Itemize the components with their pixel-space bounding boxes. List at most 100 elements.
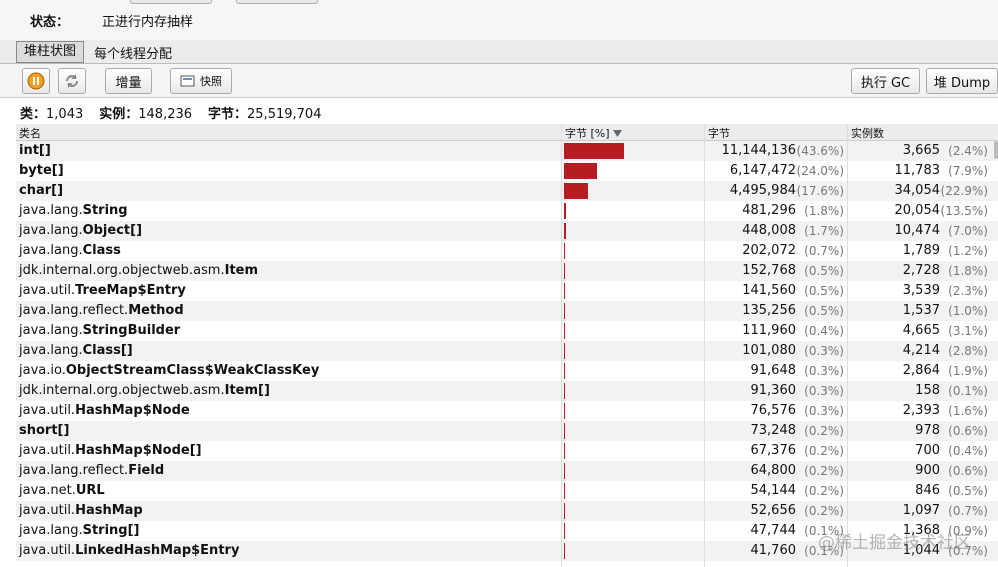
package-name: java.lang. [19,243,83,258]
table-row[interactable]: java.lang.Class 202,072 (0.7%) 1,789 (1.2%) [16,241,998,261]
instances: 700 [915,443,940,458]
package-name: jdk.internal.org.objectweb.asm. [19,263,225,278]
table-row[interactable]: java.lang.String[] 47,744 (0.1%) 1,368 (0.9%… [16,521,998,541]
bytes-percent: (0.3%) [804,364,844,378]
class-name: java.util.LinkedHashMap$Entry [19,541,239,561]
table-row[interactable]: java.lang.String 481,296 (1.8%) 20,054 (13.5… [16,201,998,221]
bytes: 101,080 [742,343,796,358]
table-row[interactable]: short[] 73,248 (0.2%) 978 (0.6%) [16,421,998,441]
class-name: byte[] [19,161,64,181]
bytes-percent: (0.1%) [804,544,844,558]
bytes: 54,144 [750,483,797,498]
column-header[interactable]: 字节 [%] [565,125,623,141]
bytes: 73,248 [750,423,797,438]
stat-label: 类： [20,107,47,122]
column-divider [561,124,562,567]
bytes-bar [564,303,565,319]
table-row[interactable]: char[] 4,495,984 (17.6%) 34,054 (22.9%) [16,181,998,201]
snapshot-button[interactable]: 快照 [170,68,232,94]
instances: 1,368 [902,523,940,538]
table-row[interactable]: byte[] 6,147,472 (24.0%) 11,783 (7.9%) [16,161,998,181]
bytes-percent: (0.7%) [804,244,844,258]
class-simple-name: Object[] [82,223,143,238]
table-row[interactable]: jdk.internal.org.objectweb.asm.Item[] 91,… [16,381,998,401]
table-row[interactable]: java.lang.Object[] 448,008 (1.7%) 10,474 (7.… [16,221,998,241]
bytes-bar [564,143,625,159]
table-row[interactable]: int[] 11,144,136 (43.6%) 3,665 (2.4%) [16,141,998,161]
table-row[interactable]: java.util.HashMap$Node[] 67,376 (0.2%) 700 (… [16,441,998,461]
refresh-icon [66,74,78,88]
tab[interactable]: 堆柱状图 [16,41,84,63]
column-header[interactable]: 字节 [708,127,730,140]
instances: 34,054 [894,183,941,198]
table-row[interactable]: java.lang.reflect.Method 135,256 (0.5%) 1,5… [16,301,998,321]
class-name: java.lang.Class[] [19,341,133,361]
class-name: java.util.HashMap [19,501,143,521]
instances: 2,728 [902,263,940,278]
instances-percent: (0.5%) [948,484,988,498]
class-name: java.util.TreeMap$Entry [19,281,186,301]
class-simple-name: short[] [19,423,70,438]
column-header[interactable]: 实例数 [851,127,884,140]
refresh-button[interactable] [58,68,86,94]
instances-percent: (7.0%) [948,224,988,238]
delta-button[interactable]: 增量 [105,68,152,94]
bytes: 481,296 [742,203,796,218]
bytes: 76,576 [750,403,797,418]
top-button[interactable] [236,0,318,4]
table-row[interactable]: java.net.URL 54,144 (0.2%) 846 (0.5%) [16,481,998,501]
package-name: java.lang. [19,223,83,238]
instances-percent: (7.9%) [948,164,988,178]
instances: 20,054 [894,203,941,218]
class-name: java.lang.Object[] [19,221,142,241]
bytes-percent: (0.3%) [804,384,844,398]
bytes-percent: (0.2%) [804,504,844,518]
column-header[interactable]: 类名 [19,127,41,140]
stat-value: 148,236 [138,107,193,122]
bytes: 152,768 [742,263,796,278]
table-row[interactable]: java.util.LinkedHashMap$Entry 41,760 (0.1%… [16,541,998,561]
class-name: java.lang.String[] [19,521,139,541]
package-name: java.util. [19,543,76,558]
table-row[interactable]: jdk.internal.org.objectweb.asm.Item 152,7… [16,261,998,281]
table-row[interactable]: java.util.HashMap 52,656 (0.2%) 1,097 (0.7%) [16,501,998,521]
class-simple-name: HashMap$Node[] [75,443,202,458]
table-row[interactable]: java.io.ObjectStreamClass$WeakClassKey 91… [16,361,998,381]
instances-percent: (0.4%) [948,444,988,458]
bytes-bar [564,323,565,339]
snapshot-label: 快照 [200,75,222,88]
class-name: char[] [19,181,63,201]
instances: 1,044 [902,543,940,558]
instances-percent: (0.9%) [948,524,988,538]
package-name: java.lang.reflect. [19,303,129,318]
dump-button[interactable]: 堆 Dump [926,68,998,94]
table-row[interactable]: java.util.TreeMap$Entry 141,560 (0.5%) 3,53… [16,281,998,301]
class-name: java.lang.reflect.Method [19,301,184,321]
class-name: jdk.internal.org.objectweb.asm.Item [19,261,258,281]
bytes-bar [564,183,589,199]
stat-label: 实例： [99,107,139,122]
instances-percent: (13.5%) [940,204,988,218]
gc-button[interactable]: 执行 GC [851,68,920,94]
bytes-percent: (0.2%) [804,484,844,498]
bytes-percent: (0.3%) [804,404,844,418]
pause-button[interactable] [22,68,50,94]
table-row[interactable]: java.lang.Class[] 101,080 (0.3%) 4,214 (2.8%… [16,341,998,361]
bytes-percent: (0.2%) [804,424,844,438]
bytes: 135,256 [742,303,796,318]
bytes: 11,144,136 [721,143,796,158]
class-simple-name: TreeMap$Entry [75,283,186,298]
class-name: short[] [19,421,69,441]
class-name: java.util.HashMap$Node[] [19,441,202,461]
bytes-bar [564,283,565,299]
table-row[interactable]: java.lang.StringBuilder 111,960 (0.4%) 4,66… [16,321,998,341]
instances: 2,864 [902,363,940,378]
instances: 978 [915,423,940,438]
tab[interactable]: 每个线程分配 [94,47,173,62]
table-row[interactable]: java.lang.reflect.Field 64,800 (0.2%) 900 (0… [16,461,998,481]
scrollbar[interactable] [994,141,998,159]
bytes-bar [564,243,565,259]
table-row[interactable]: java.util.HashMap$Node 76,576 (0.3%) 2,393 (… [16,401,998,421]
top-button[interactable] [130,0,212,4]
